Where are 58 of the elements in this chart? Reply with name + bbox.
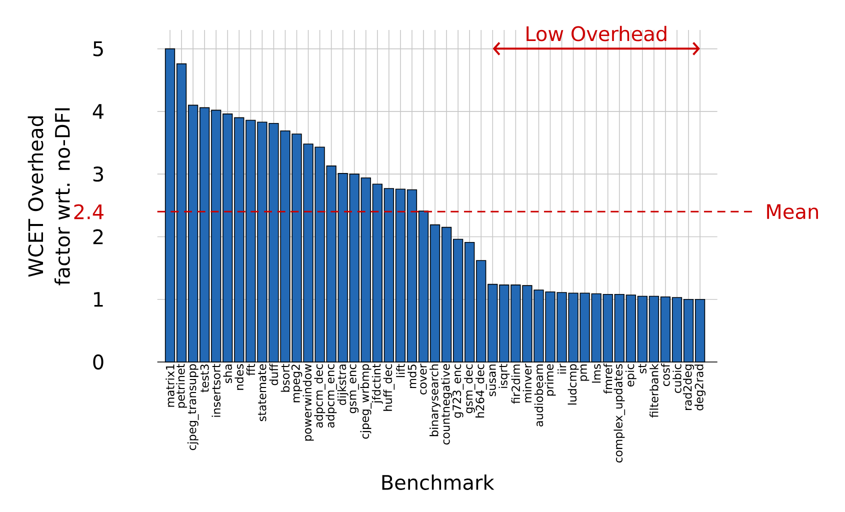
- x-tick-label: complex_updates: [614, 364, 626, 463]
- x-tick-label: adpcm_dec: [314, 364, 326, 428]
- y-tick-label: 4: [92, 104, 104, 119]
- x-tick-label: gsm_enc: [350, 364, 359, 414]
- x-tick-label: prime: [544, 364, 556, 396]
- x-tick-label: petrinet: [176, 364, 188, 408]
- y-tick-label: 3: [93, 166, 104, 182]
- x-tick-label: cjpeg_wrbmp: [360, 364, 372, 439]
- x-tick-label: test3: [200, 364, 209, 392]
- x-tick-label: ndes: [234, 364, 244, 390]
- x-tick-label: statemate: [258, 364, 266, 422]
- x-tick-label: powerwindow: [302, 364, 314, 441]
- x-tick-label: deg2rad: [694, 364, 706, 410]
- x-tick-label: huff_dec: [383, 364, 395, 411]
- x-tick-label: insertsort: [212, 364, 220, 417]
- y-tick-label: 0: [93, 354, 104, 370]
- x-tick-label: countnegative: [441, 364, 452, 445]
- x-tick-label: rad2deg: [683, 364, 694, 410]
- x-tick-label: cosf: [661, 363, 670, 386]
- x-tick-label: adpcm_enc: [326, 364, 337, 428]
- x-tick-label: pm: [580, 364, 590, 381]
- x-tick-label: bsort: [280, 364, 290, 392]
- y-axis-title: WCET Overhead factor wrt. no-DFI: [28, 108, 70, 286]
- y-tick-label: 5: [93, 41, 103, 56]
- annotation: Low Overhead: [526, 26, 666, 42]
- x-tick-label: isqrt: [498, 364, 510, 388]
- x-tick-label: cjpeg_transupp: [187, 364, 199, 450]
- x-tick-label: dijkstra: [337, 364, 348, 405]
- x-tick-label: epic: [625, 364, 636, 387]
- x-tick-label: iir: [557, 364, 566, 374]
- x-tick-label: jfdctint: [372, 364, 383, 404]
- x-tick-label: cubic: [672, 364, 682, 393]
- ref-line-label: Mean: [767, 204, 818, 220]
- x-tick-label: gsm_dec: [464, 364, 476, 414]
- x-tick-label: mpeg2: [291, 364, 302, 402]
- x-tick-label: md5: [408, 364, 416, 388]
- x-tick-label: minver: [522, 364, 532, 402]
- x-tick-label: susan: [489, 364, 496, 396]
- x-tick-label: st: [638, 364, 646, 374]
- x-tick-label: lms: [592, 364, 601, 383]
- x-tick-label: fmref: [603, 363, 612, 394]
- x-tick-label: h264_dec: [475, 364, 487, 418]
- x-tick-label: sha: [223, 364, 232, 384]
- x-tick-label: fft: [246, 364, 255, 376]
- y-tick-label: 2.4: [74, 204, 104, 220]
- x-tick-label: binarysearch: [430, 364, 441, 436]
- x-tick-label: lift: [396, 364, 405, 378]
- x-tick-label: fir2dim: [511, 364, 520, 404]
- x-tick-label: audiobeam: [534, 364, 544, 426]
- x-axis-title: Benchmark: [382, 474, 494, 490]
- x-tick-label: matrix1: [166, 364, 174, 407]
- y-tick-label: 1: [94, 292, 103, 307]
- x-tick-label: duff: [269, 363, 278, 386]
- y-tick-label: 2: [93, 229, 103, 244]
- x-tick-label: ludcmp: [568, 364, 579, 405]
- x-tick-label: filterbank: [650, 364, 658, 418]
- x-tick-label: g723_enc: [452, 364, 464, 418]
- x-tick-label: cover: [420, 364, 427, 394]
